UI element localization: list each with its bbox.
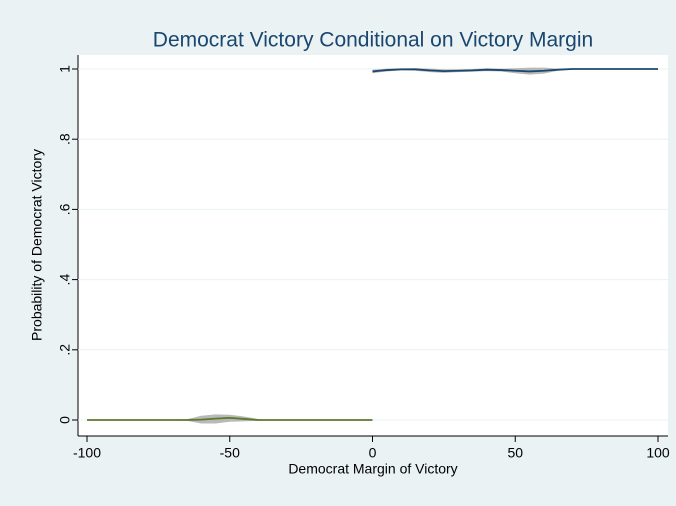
x-tick-label: -100 xyxy=(73,445,101,461)
confidence-band xyxy=(87,414,373,424)
y-tick-label: .4 xyxy=(57,274,73,286)
chart-title: Democrat Victory Conditional on Victory … xyxy=(153,29,593,52)
x-tick-label: -50 xyxy=(220,445,240,461)
x-tick-label: 100 xyxy=(646,445,670,461)
y-tick-label: .8 xyxy=(57,133,73,145)
series-line xyxy=(372,68,658,73)
x-axis-label: Democrat Margin of Victory xyxy=(288,461,457,477)
series-line xyxy=(87,416,373,421)
y-tick-label: 0 xyxy=(57,416,73,424)
plot-area xyxy=(78,55,668,436)
y-axis-label: Probability of Democrat Victory xyxy=(29,149,45,341)
y-tick-label: .6 xyxy=(57,203,73,215)
y-tick-label: .2 xyxy=(57,344,73,356)
y-tick-label: 1 xyxy=(57,65,73,73)
x-tick-label: 0 xyxy=(369,445,377,461)
x-tick-label: 50 xyxy=(507,445,523,461)
